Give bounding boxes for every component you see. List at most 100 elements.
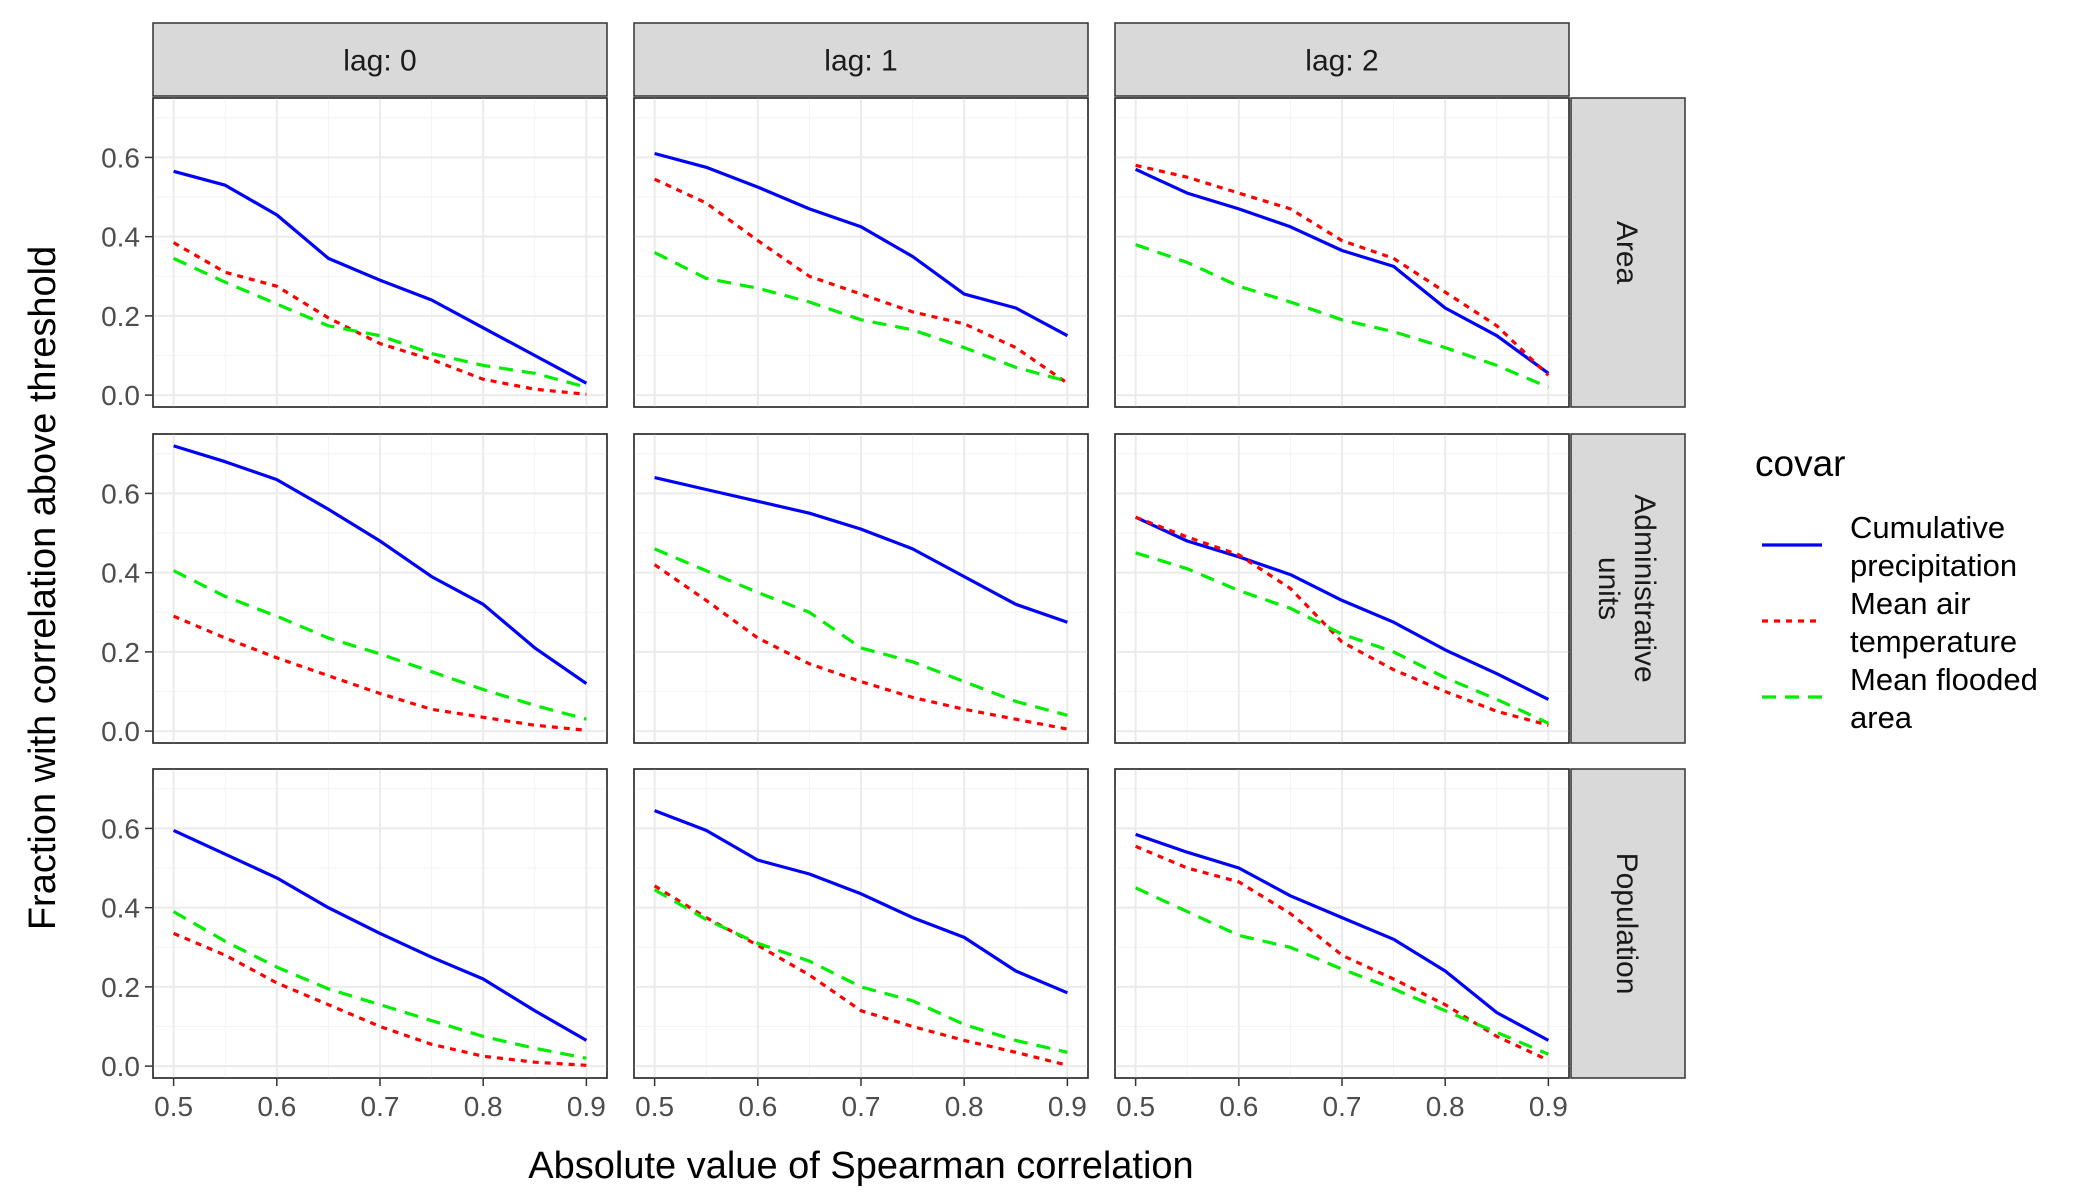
x-tick-label: 0.9 (1048, 1091, 1087, 1122)
series-lines (1134, 163, 1550, 389)
panel-border (152, 433, 608, 744)
facet-panel: 0.0 0.2 0.4 0.6 (101, 433, 608, 747)
series-line-cp (654, 809, 1069, 995)
x-tick-label: 0.6 (257, 1091, 296, 1122)
facet-strip-row-label-line: Population (1610, 853, 1643, 995)
facet-panel: 0.0 0.2 0.4 0.6 (101, 97, 608, 411)
y-axis-title: Fraction with correlation above threshol… (22, 246, 64, 930)
x-tick-label: 0.8 (945, 1091, 984, 1122)
x-tick-label: 0.5 (154, 1091, 193, 1122)
x-tick-label: 0.5 (1116, 1091, 1155, 1122)
series-line-fa (653, 251, 1068, 383)
x-tick-label: 0.7 (361, 1091, 400, 1122)
facet-strip-row-label: Area (1610, 221, 1643, 285)
series-line-mt (653, 884, 1068, 1067)
legend-label-line: Mean flooded (1850, 662, 2038, 697)
x-tick-label: 0.9 (1529, 1091, 1568, 1122)
facet-strip-col-label: lag: 1 (824, 45, 897, 78)
panel-border (633, 97, 1089, 408)
y-tick-label: 0.4 (101, 558, 140, 589)
y-tick-label: 0.6 (101, 478, 140, 509)
facet-strip-col-label: lag: 2 (1305, 45, 1378, 78)
series-lines (172, 169, 588, 396)
x-tick-label: 0.9 (567, 1091, 606, 1122)
series-line-mt (172, 241, 587, 396)
facet-panel (1114, 97, 1570, 408)
facet-panel: 0.5 0.6 0.7 0.8 0.9 (633, 768, 1089, 1122)
series-line-mt (172, 931, 587, 1067)
facet-panel (633, 97, 1089, 408)
y-tick-label: 0.2 (101, 301, 140, 332)
legend-title: covar (1755, 443, 1845, 484)
series-line-cp (173, 444, 588, 685)
x-tick-label: 0.8 (464, 1091, 503, 1122)
series-lines (653, 809, 1069, 1067)
y-tick-label: 0.6 (101, 813, 140, 844)
panel-border (633, 433, 1089, 744)
panel-border (1114, 97, 1570, 408)
legend-label-line: Mean air (1850, 586, 1971, 621)
facet-strip-row-label-line: Area (1610, 221, 1643, 285)
y-tick-label: 0.0 (101, 380, 140, 411)
facet-strip-row (1570, 97, 1686, 408)
series-lines (653, 151, 1069, 385)
panel-border (152, 97, 608, 408)
series-line-cp (1134, 515, 1550, 701)
series-line-cp (654, 476, 1068, 624)
x-tick-label: 0.5 (635, 1091, 674, 1122)
series-line-cp (1135, 832, 1550, 1042)
series-line-cp (173, 169, 588, 385)
series-line-cp (654, 151, 1069, 338)
facet-strip-col-label: lag: 0 (343, 45, 416, 78)
series-lines (172, 828, 588, 1067)
facet-panels: lag: 0 lag: 1 lag: 2 Area Administrativeunit… (101, 22, 1686, 1122)
series-line-mt (1134, 844, 1550, 1062)
legend-label-cp: Cumulative precipitation (1850, 510, 2017, 583)
x-axis-title: Absolute value of Spearman correlation (528, 1145, 1193, 1187)
facet-strip-row-label-line: Administrative (1628, 494, 1661, 682)
facet-strip-row-label: Administrativeunits (1592, 494, 1661, 682)
series-line-cp (1134, 167, 1550, 375)
y-tick-label: 0.2 (101, 972, 140, 1003)
x-tick-label: 0.7 (1323, 1091, 1362, 1122)
legend-label-line: precipitation (1850, 548, 2017, 583)
y-tick-label: 0.6 (101, 142, 140, 173)
x-tick-label: 0.6 (738, 1091, 777, 1122)
series-line-mt (653, 563, 1068, 731)
facet-panel (1114, 433, 1570, 744)
facet-strip-col (633, 22, 1089, 97)
facet-panel: 0.5 0.6 0.7 0.8 0.9 (1114, 768, 1570, 1122)
x-tick-label: 0.6 (1219, 1091, 1258, 1122)
legend-label-fa: Mean flooded area (1850, 662, 2038, 735)
series-line-fa (1135, 243, 1550, 389)
y-tick-label: 0.0 (101, 716, 140, 747)
series-lines (653, 476, 1068, 731)
facet-strip-col (152, 22, 608, 97)
series-line-fa (1134, 886, 1550, 1056)
legend-label-mt: Mean air temperature (1850, 586, 2017, 659)
y-tick-label: 0.4 (101, 222, 140, 253)
series-line-fa (172, 910, 587, 1060)
series-line-mt (172, 614, 587, 732)
facet-strip-row-label: Population (1610, 853, 1643, 995)
x-tick-label: 0.8 (1426, 1091, 1465, 1122)
panel-border (1114, 433, 1570, 744)
series-lines (172, 444, 588, 732)
y-tick-label: 0.4 (101, 893, 140, 924)
facet-panel (633, 433, 1089, 744)
series-line-fa (1135, 551, 1550, 725)
facet-panel: 0.0 0.2 0.4 0.6 0.5 0.6 0.7 0.8 0.9 (101, 768, 608, 1122)
legend-label-line: temperature (1850, 624, 2017, 659)
series-lines (1134, 832, 1550, 1062)
series-line-mt (1135, 515, 1549, 727)
x-tick-label: 0.7 (842, 1091, 881, 1122)
series-line-fa (172, 569, 587, 721)
legend-label-line: Cumulative (1850, 510, 2005, 545)
facet-strip-row (1570, 768, 1686, 1079)
series-lines (1134, 515, 1550, 727)
series-line-fa (653, 888, 1068, 1054)
y-tick-label: 0.0 (101, 1051, 140, 1082)
legend-label-line: area (1850, 700, 1913, 735)
